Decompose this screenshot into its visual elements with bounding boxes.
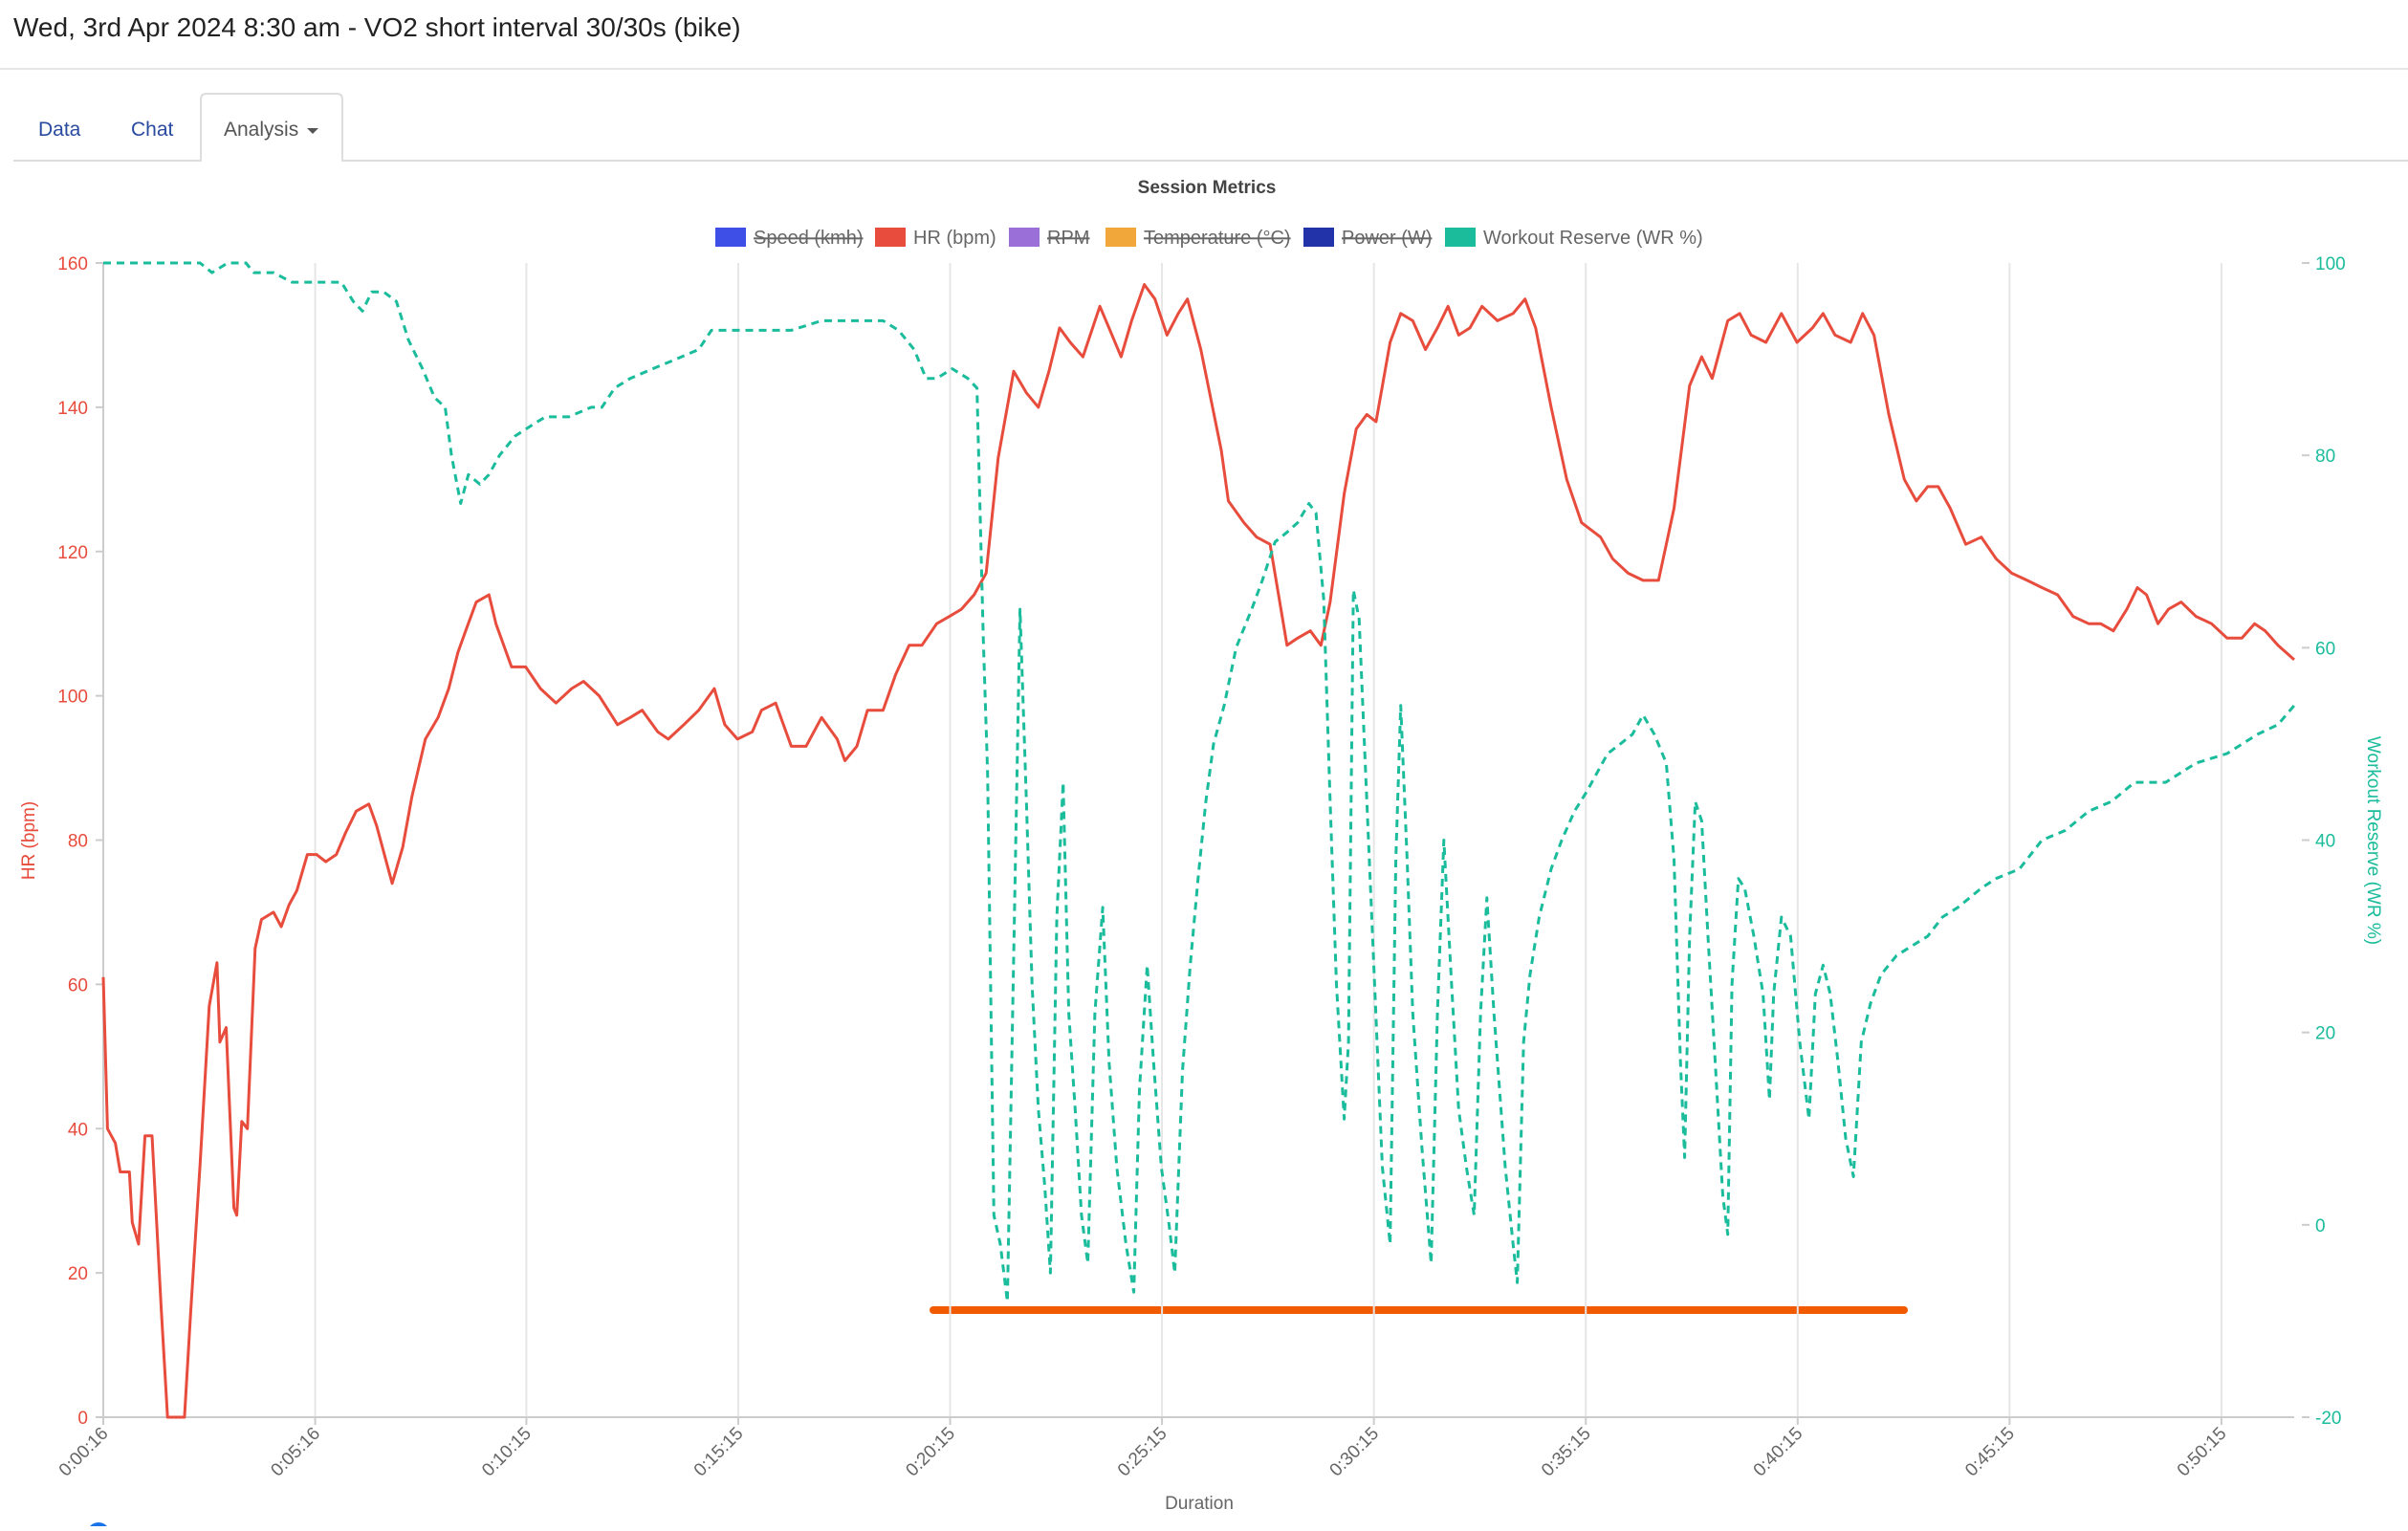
x-axis-title: Duration	[1165, 1494, 1234, 1514]
y2-tick-label: 60	[2315, 639, 2335, 659]
y-tick-label: 160	[57, 254, 88, 274]
y2-tick-label: 20	[2315, 1024, 2335, 1044]
y-tick-label: 20	[68, 1264, 88, 1284]
active-tab-box	[200, 93, 343, 161]
legend-label: Temperature (°C)	[1144, 228, 1291, 249]
y2-tick-label: 0	[2315, 1216, 2326, 1236]
y2-tick-label: -20	[2315, 1409, 2341, 1429]
tab-data[interactable]: Data	[38, 119, 81, 141]
legend-label: Workout Reserve (WR %)	[1483, 228, 1703, 249]
y-tick-label: 0	[77, 1409, 88, 1429]
x-tick-label: 0:30:15	[1326, 1424, 1384, 1481]
legend-label: HR (bpm)	[913, 228, 996, 249]
x-tick-label: 0:25:15	[1114, 1424, 1171, 1481]
chart-title: Session Metrics	[1138, 178, 1277, 198]
y-tick-label: 80	[68, 832, 88, 852]
x-tick-label: 0:15:15	[690, 1424, 748, 1481]
series-line	[101, 283, 2295, 1419]
page-title: Wed, 3rd Apr 2024 8:30 am - VO2 short in…	[13, 12, 741, 42]
legend-swatch	[1445, 228, 1476, 247]
tab-chat[interactable]: Chat	[131, 119, 174, 141]
y2-tick-label: 40	[2315, 832, 2335, 852]
y-tick-label: 60	[68, 975, 88, 995]
legend-swatch	[875, 228, 906, 247]
legend-swatch	[1303, 228, 1334, 247]
legend-swatch	[1009, 228, 1040, 247]
legend-swatch	[715, 228, 746, 247]
x-tick-label: 0:50:15	[2174, 1424, 2231, 1481]
y-axis-title: HR (bpm)	[19, 801, 39, 880]
y-tick-label: 40	[68, 1120, 88, 1140]
y2-tick-label: 100	[2315, 254, 2346, 274]
y-tick-label: 120	[57, 543, 88, 563]
tab-caret	[307, 128, 318, 134]
legend-label: Speed (kmh)	[754, 228, 864, 249]
x-tick-label: 0:20:15	[902, 1424, 959, 1481]
series-line	[103, 261, 2296, 1303]
x-tick-label: 0:40:15	[1750, 1424, 1807, 1481]
y2-tick-label: 80	[2315, 447, 2335, 467]
scroll-indicator	[87, 1522, 110, 1531]
legend-label: Power (W)	[1342, 228, 1432, 249]
y-tick-label: 100	[57, 688, 88, 708]
x-tick-label: 0:05:16	[267, 1424, 324, 1481]
x-tick-label: 0:00:16	[55, 1424, 113, 1481]
x-tick-label: 0:10:15	[478, 1424, 536, 1481]
y-tick-label: 140	[57, 399, 88, 419]
legend-label: RPM	[1047, 228, 1089, 249]
x-tick-label: 0:45:15	[1961, 1424, 2019, 1481]
tab-analysis[interactable]: Analysis	[224, 119, 298, 141]
y2-axis-title: Workout Reserve (WR %)	[2363, 736, 2383, 945]
x-tick-label: 0:35:15	[1538, 1424, 1595, 1481]
legend-swatch	[1105, 228, 1136, 247]
